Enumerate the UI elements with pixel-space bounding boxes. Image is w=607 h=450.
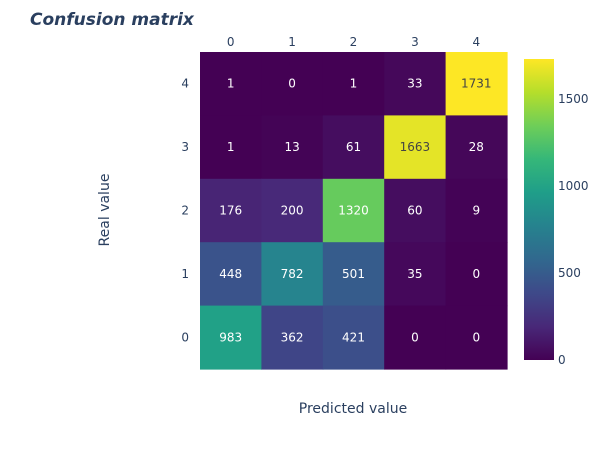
cell-value-label: 0	[472, 330, 480, 344]
colorbar: 0 500 1000 1500	[524, 59, 589, 367]
cell-value-label: 0	[472, 267, 480, 281]
x-axis-title: Predicted value	[299, 401, 407, 417]
cell-value-label: 28	[469, 140, 484, 154]
heatmap-cell	[322, 242, 385, 307]
cell-value-label: 9	[472, 204, 480, 218]
x-axis-ticks: 0 1 2 3 4	[227, 35, 480, 49]
cell-value-label: 35	[407, 267, 422, 281]
cell-value-label: 1	[227, 140, 235, 154]
heatmap-cell	[261, 242, 324, 307]
heatmap-cell	[200, 52, 262, 116]
cell-value-label: 782	[281, 267, 304, 281]
heatmap-cell	[322, 305, 385, 370]
y-tick-label: 2	[181, 204, 189, 218]
y-tick-label: 4	[181, 77, 189, 91]
y-tick-label: 1	[181, 267, 189, 281]
x-tick-label: 4	[472, 35, 480, 49]
cell-value-label: 0	[288, 77, 296, 91]
cell-value-label: 983	[219, 330, 242, 344]
cell-value-label: 448	[219, 267, 242, 281]
cell-value-label: 1731	[461, 77, 492, 91]
heatmap-cell-labels: 1 0 1 33 1731 1 13 61 1663 28 176 200 1320 60 9 448 782 5…	[219, 77, 491, 345]
cell-value-label: 200	[281, 204, 304, 218]
heatmap-cell	[200, 115, 262, 180]
colorbar-tick-label: 1000	[558, 179, 589, 193]
x-tick-label: 2	[350, 35, 358, 49]
cell-value-label: 1320	[338, 204, 369, 218]
cell-value-label: 61	[346, 140, 361, 154]
y-tick-label: 3	[181, 140, 189, 154]
heatmap-cell	[322, 52, 385, 116]
heatmap-cell	[445, 52, 508, 116]
cell-value-label: 362	[281, 330, 304, 344]
cell-value-label: 1	[227, 77, 235, 91]
colorbar-tick-label: 500	[558, 266, 581, 280]
heatmap-cell	[384, 52, 447, 116]
y-axis-title: Real value	[97, 174, 113, 247]
y-axis-ticks: 4 3 2 1 0	[181, 77, 189, 345]
heatmap-cell	[384, 178, 447, 243]
x-tick-label: 3	[411, 35, 419, 49]
heatmap-cell	[384, 242, 447, 307]
heatmap-cell	[445, 115, 508, 180]
cell-value-label: 176	[219, 204, 242, 218]
heatmap-cell	[445, 178, 508, 243]
heatmap-cell	[445, 305, 508, 370]
heatmap-cell	[445, 242, 508, 307]
cell-value-label: 0	[411, 330, 419, 344]
heatmap-cell	[384, 305, 447, 370]
cell-value-label: 1663	[400, 140, 431, 154]
chart-title: Confusion matrix	[30, 10, 195, 30]
heatmap-cell	[261, 305, 324, 370]
x-tick-label: 0	[227, 35, 235, 49]
heatmap-cell	[261, 115, 324, 180]
x-tick-label: 1	[288, 35, 296, 49]
heatmap-cell	[200, 178, 262, 243]
heatmap-cells	[200, 52, 508, 370]
y-tick-label: 0	[181, 330, 189, 344]
colorbar-ticks: 0 500 1000 1500	[558, 92, 589, 367]
cell-value-label: 501	[342, 267, 365, 281]
colorbar-gradient	[524, 59, 554, 360]
cell-value-label: 1	[350, 77, 358, 91]
colorbar-tick-label: 0	[558, 353, 566, 367]
heatmap-cell	[322, 115, 385, 180]
heatmap-cell	[384, 115, 447, 180]
cell-value-label: 33	[407, 77, 422, 91]
heatmap-cell	[200, 305, 262, 370]
cell-value-label: 60	[407, 204, 422, 218]
heatmap-cell	[322, 178, 385, 243]
cell-value-label: 13	[284, 140, 299, 154]
heatmap-cell	[261, 52, 324, 116]
colorbar-tick-label: 1500	[558, 92, 589, 106]
heatmap-cell	[261, 178, 324, 243]
cell-value-label: 421	[342, 330, 365, 344]
heatmap-cell	[200, 242, 262, 307]
